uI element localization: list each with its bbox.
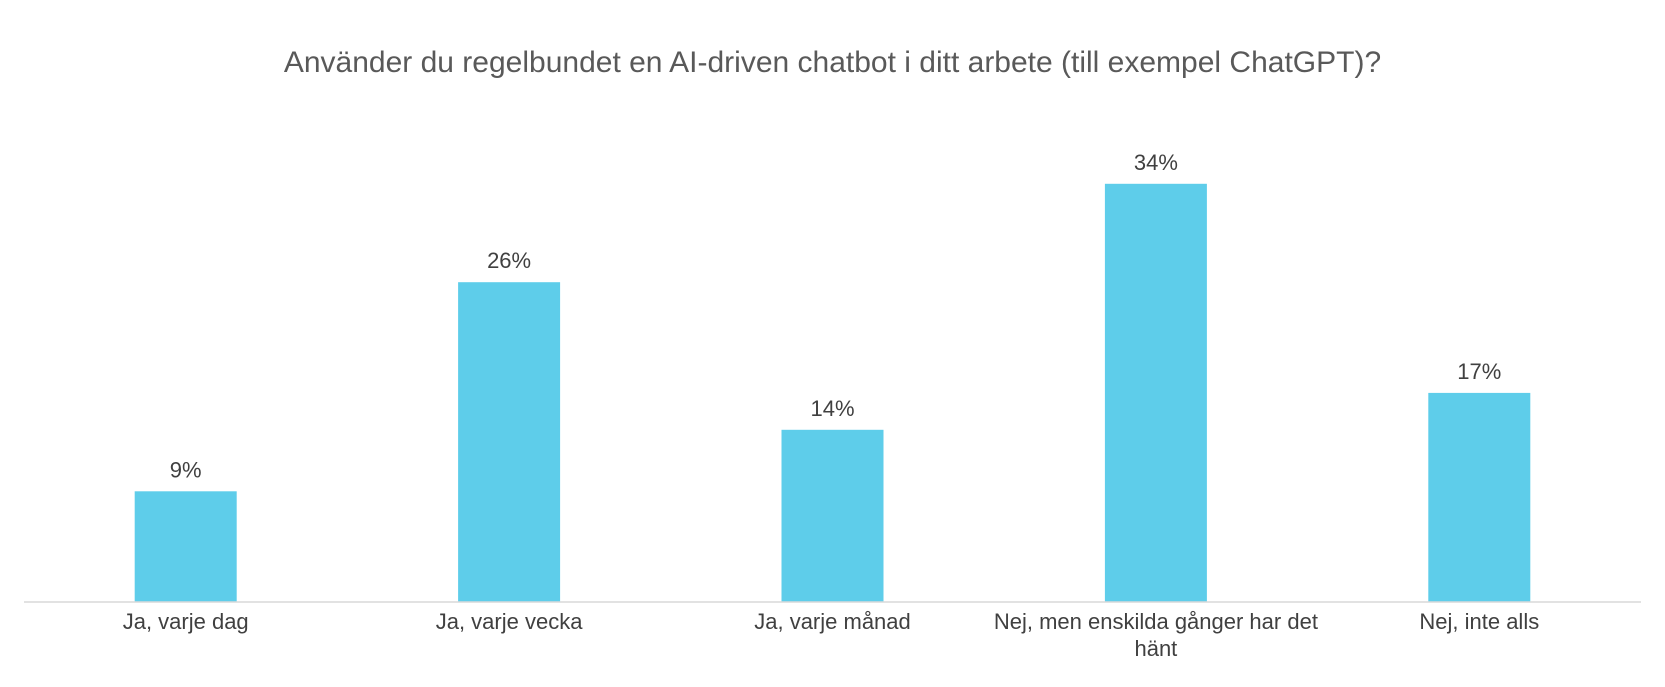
category-label-4: Nej, men enskilda gånger har det hänt bbox=[993, 609, 1318, 661]
bar-5 bbox=[1428, 392, 1531, 602]
bar-3 bbox=[781, 429, 884, 602]
chart-title: Använder du regelbundet en AI-driven cha… bbox=[283, 46, 1382, 79]
bar-2 bbox=[458, 282, 561, 602]
data-label-1: 9% bbox=[170, 457, 202, 482]
category-label-2: Ja, varje vecka bbox=[435, 609, 583, 634]
category-label-5: Nej, inte alls bbox=[1419, 609, 1540, 634]
data-label-3: 14% bbox=[810, 396, 854, 421]
data-label-5: 17% bbox=[1457, 359, 1501, 384]
bars-layer bbox=[134, 183, 1531, 603]
data-label-2: 26% bbox=[487, 248, 531, 273]
category-label-1: Ja, varje dag bbox=[122, 609, 249, 634]
data-label-4: 34% bbox=[1134, 150, 1178, 175]
value-labels-layer: 9% 26% 14% 34% 17% bbox=[170, 150, 1502, 482]
category-label-3: Ja, varje månad bbox=[754, 609, 911, 634]
bar-1 bbox=[134, 491, 237, 602]
bar-4 bbox=[1104, 183, 1207, 603]
